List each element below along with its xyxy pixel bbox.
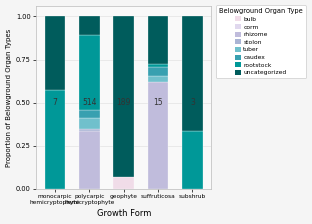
Bar: [79, 129, 100, 131]
Bar: [148, 64, 168, 67]
Y-axis label: Proportion of Belowground Organ Types: Proportion of Belowground Organ Types: [6, 28, 12, 167]
Bar: [45, 16, 65, 90]
Text: 189: 189: [117, 98, 131, 107]
X-axis label: Growth Form: Growth Form: [96, 209, 151, 218]
Text: 7: 7: [53, 98, 57, 107]
Bar: [148, 67, 168, 76]
Text: 514: 514: [82, 98, 97, 107]
Bar: [148, 76, 168, 82]
Bar: [45, 90, 65, 189]
Legend: bulb, corm, rhizome, stolon, tuber, caudex, rootstock, uncategorized: bulb, corm, rhizome, stolon, tuber, caud…: [216, 5, 306, 78]
Text: 15: 15: [153, 98, 163, 107]
Bar: [114, 177, 134, 189]
Bar: [182, 131, 203, 189]
Bar: [148, 16, 168, 64]
Bar: [79, 35, 100, 110]
Bar: [182, 16, 203, 131]
Bar: [79, 110, 100, 118]
Bar: [79, 16, 100, 35]
Bar: [79, 118, 100, 129]
Bar: [148, 82, 168, 189]
Bar: [114, 16, 134, 177]
Text: 3: 3: [190, 98, 195, 107]
Bar: [79, 131, 100, 189]
